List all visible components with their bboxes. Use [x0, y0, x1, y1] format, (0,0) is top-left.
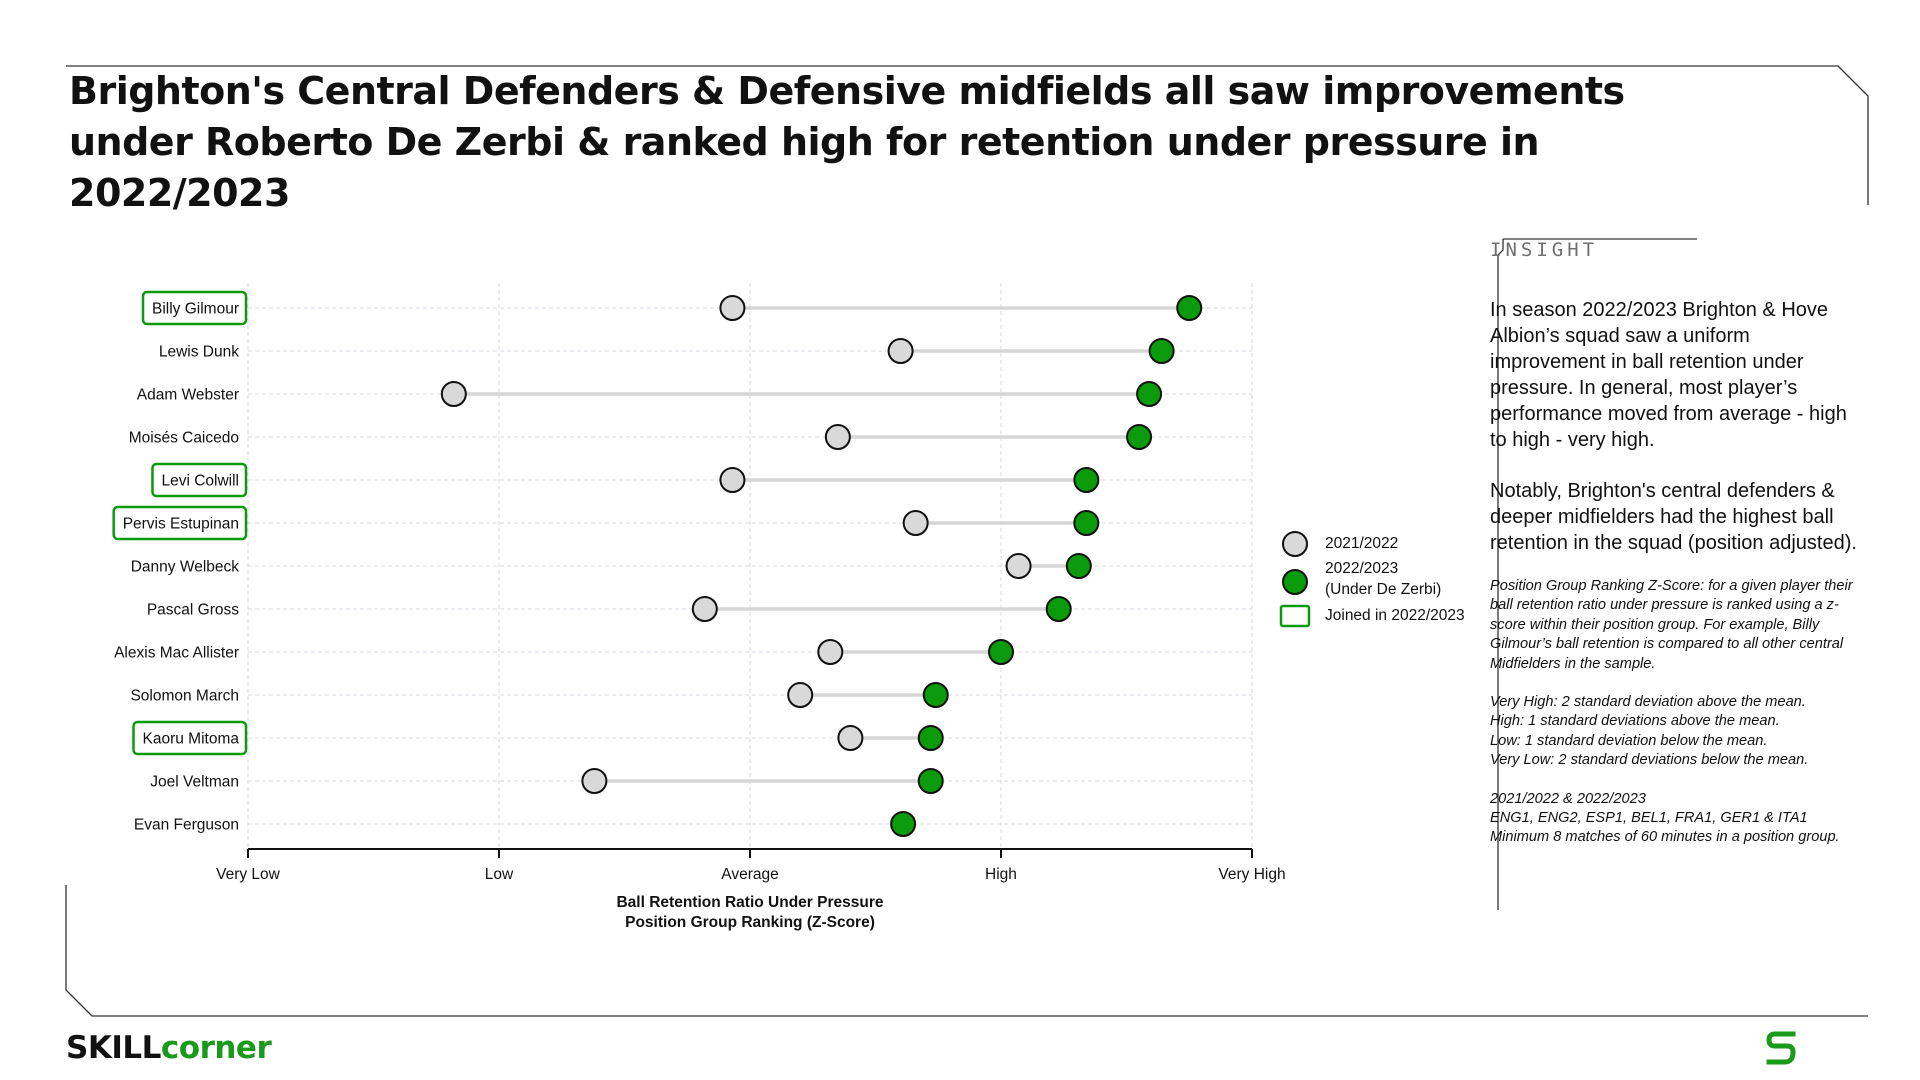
note-scale-very-high: Very High: 2 standard deviation above th… — [1490, 694, 1806, 711]
legend-marker-2022 — [1282, 569, 1308, 595]
connector-lines — [453, 306, 1190, 783]
x-tick-label: Very High — [1218, 866, 1285, 883]
player-label: Adam Webster — [137, 387, 239, 404]
dot-2022-2023 — [917, 768, 944, 794]
player-labels: Billy Gilmour Lewis Dunk Adam Webster Moisé… — [114, 301, 239, 834]
dot-2022-2023 — [1136, 381, 1163, 407]
dot-2022-2023 — [1176, 295, 1203, 321]
dot-2022-2023 — [1073, 510, 1100, 536]
logo-text-corner: corner — [160, 1030, 272, 1066]
insight-body: In season 2022/2023 Brighton & Hove Albi… — [1490, 297, 1860, 556]
note-scale-very-low: Very Low: 2 standard deviations below th… — [1490, 752, 1809, 769]
legend-label-joined: Joined in 2022/2023 — [1325, 607, 1465, 624]
insight-paragraph-2: Notably, Brighton's central defenders & … — [1490, 480, 1857, 554]
legend-label-2022-line1: 2022/2023 — [1325, 560, 1398, 577]
dot-2021-2022 — [887, 338, 914, 364]
joined-box — [151, 462, 248, 498]
x-axis-label-line1: Ball Retention Ratio Under Pressure — [616, 894, 883, 911]
dot-2021-2022 — [691, 596, 718, 622]
dot-2022-2023 — [1126, 424, 1153, 450]
joined-label-boxes — [112, 290, 248, 756]
chart-title: Brighton's Central Defenders & Defensive… — [69, 69, 1625, 215]
note-leagues: ENG1, ENG2, ESP1, BEL1, FRA1, GER1 & ITA… — [1490, 810, 1808, 827]
insight-paragraph-1: In season 2022/2023 Brighton & Hove Albi… — [1490, 299, 1847, 451]
dot-2021-2022 — [719, 467, 746, 493]
player-label: Lewis Dunk — [159, 344, 239, 361]
joined-box — [141, 290, 248, 326]
note-zscore: Position Group Ranking Z-Score: for a gi… — [1490, 578, 1853, 672]
joined-box — [132, 720, 248, 756]
dot-2021-2022 — [719, 295, 746, 321]
note-sample: 2021/2022 & 2022/2023 ENG1, ENG2, ESP1, … — [1490, 790, 1860, 848]
joined-box — [112, 505, 248, 541]
player-label: Levi Colwill — [161, 473, 239, 490]
note-scale-low: Low: 1 standard deviation below the mean… — [1490, 732, 1768, 749]
player-label: Billy Gilmour — [152, 301, 239, 318]
legend-label-2021: 2021/2022 — [1325, 535, 1398, 552]
x-tick-label: Average — [721, 866, 778, 883]
x-axis: Very Low Low Average High Very High — [216, 848, 1286, 883]
grid-lines — [247, 283, 1253, 849]
note-minimum: Minimum 8 matches of 60 minutes in a pos… — [1490, 829, 1840, 846]
player-label: Evan Ferguson — [134, 817, 239, 834]
player-label: Solomon March — [130, 688, 239, 705]
player-label: Moisés Caicedo — [129, 430, 239, 447]
legend-marker-2021 — [1282, 531, 1308, 557]
note-seasons: 2021/2022 & 2022/2023 — [1490, 790, 1646, 807]
dot-2022-2023 — [1073, 467, 1100, 493]
player-label: Pervis Estupinan — [123, 516, 239, 533]
dot-2021-2022 — [817, 639, 844, 665]
x-axis-label-line2: Position Group Ranking (Z-Score) — [625, 914, 875, 931]
legend-label-2022-line2: (Under De Zerbi) — [1325, 581, 1441, 598]
dot-2022-2023 — [1065, 553, 1092, 579]
player-label: Danny Welbeck — [131, 559, 240, 576]
methodology-notes: Position Group Ranking Z-Score: for a gi… — [1490, 577, 1860, 848]
dot-2022-2023 — [890, 811, 917, 837]
x-tick-label: High — [985, 866, 1017, 883]
dot-2022-2023 — [1148, 338, 1175, 364]
dot-2022-2023 — [917, 725, 944, 751]
skillcorner-logo: SKILLcorner — [66, 1030, 272, 1066]
insight-heading: INSIGHT — [1490, 239, 1599, 261]
dot-2022-2023 — [988, 639, 1014, 665]
dot-2021-2022 — [837, 725, 864, 751]
skillcorner-mark-icon — [1766, 1031, 1796, 1065]
legend: 2021/2022 2022/2023 (Under De Zerbi) Joi… — [1279, 531, 1465, 628]
legend-marker-joined — [1279, 604, 1311, 628]
dot-2022-2023 — [1045, 596, 1072, 622]
insight-panel: INSIGHT In season 2022/2023 Brighton & H… — [1490, 239, 1860, 867]
player-label: Kaoru Mitoma — [143, 731, 240, 748]
dot-2021-2022 — [787, 682, 814, 708]
player-label: Joel Veltman — [150, 774, 239, 791]
x-tick-label: Low — [485, 866, 514, 883]
dot-2021-2022 — [581, 768, 608, 794]
dots-2022-2023 — [890, 295, 1203, 837]
dot-2021-2022 — [1005, 553, 1032, 579]
dot-2021-2022 — [824, 424, 851, 450]
player-label: Alexis Mac Allister — [114, 645, 239, 662]
dots-2021-2022 — [440, 295, 1032, 794]
dot-2021-2022 — [902, 510, 929, 536]
player-label: Pascal Gross — [147, 602, 239, 619]
x-tick-label: Very Low — [216, 866, 281, 883]
note-scale: Very High: 2 standard deviation above th… — [1490, 693, 1860, 771]
logo-text-skill: SKILL — [66, 1030, 161, 1066]
dot-2021-2022 — [440, 381, 467, 407]
dot-2022-2023 — [922, 682, 949, 708]
note-scale-high: High: 1 standard deviations above the me… — [1490, 713, 1780, 730]
